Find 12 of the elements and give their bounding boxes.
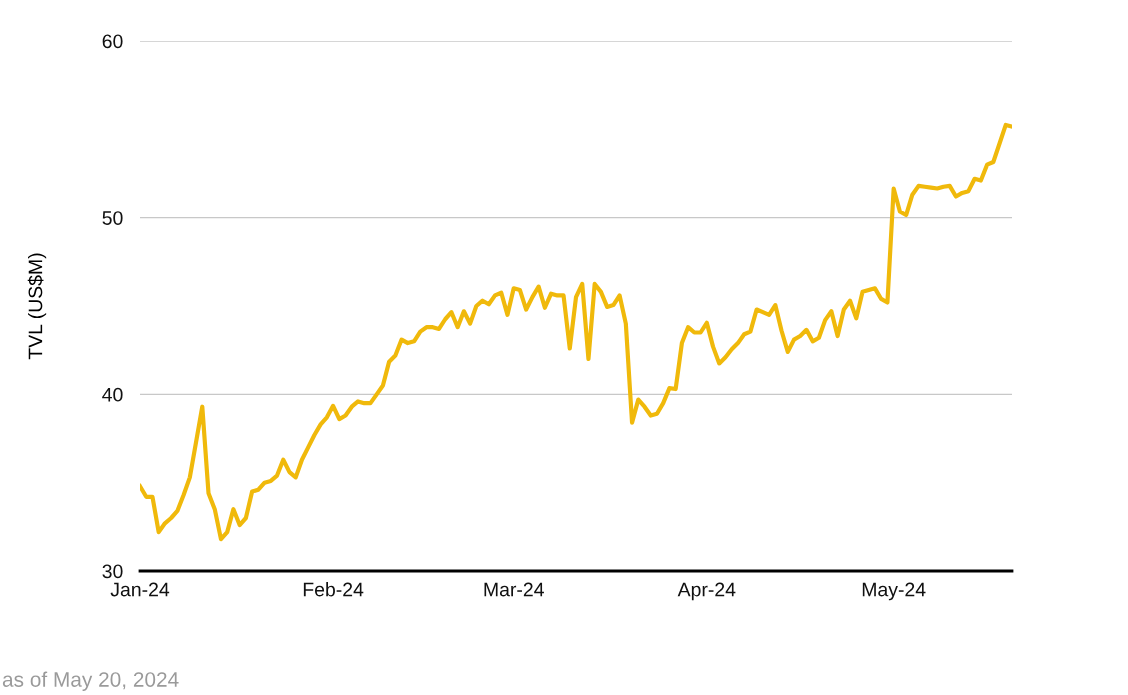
- x-tick-label: Mar-24: [484, 582, 544, 597]
- y-tick-label: 40: [102, 387, 123, 402]
- y-tick-label: 30: [102, 564, 123, 579]
- y-tick-label: 50: [102, 211, 123, 225]
- text: as of May 20, 2024: [2, 671, 179, 691]
- x-tick-label: Feb-24: [303, 582, 364, 597]
- x-tick-label: May-24: [862, 582, 926, 601]
- y-tick-label: 60: [102, 34, 123, 49]
- y-axis-title: TVL (US$M): [27, 253, 47, 360]
- x-tick-label: Apr-24: [677, 582, 736, 601]
- line-series: [140, 122, 1012, 542]
- x-tick-label: Jan-24: [110, 582, 170, 597]
